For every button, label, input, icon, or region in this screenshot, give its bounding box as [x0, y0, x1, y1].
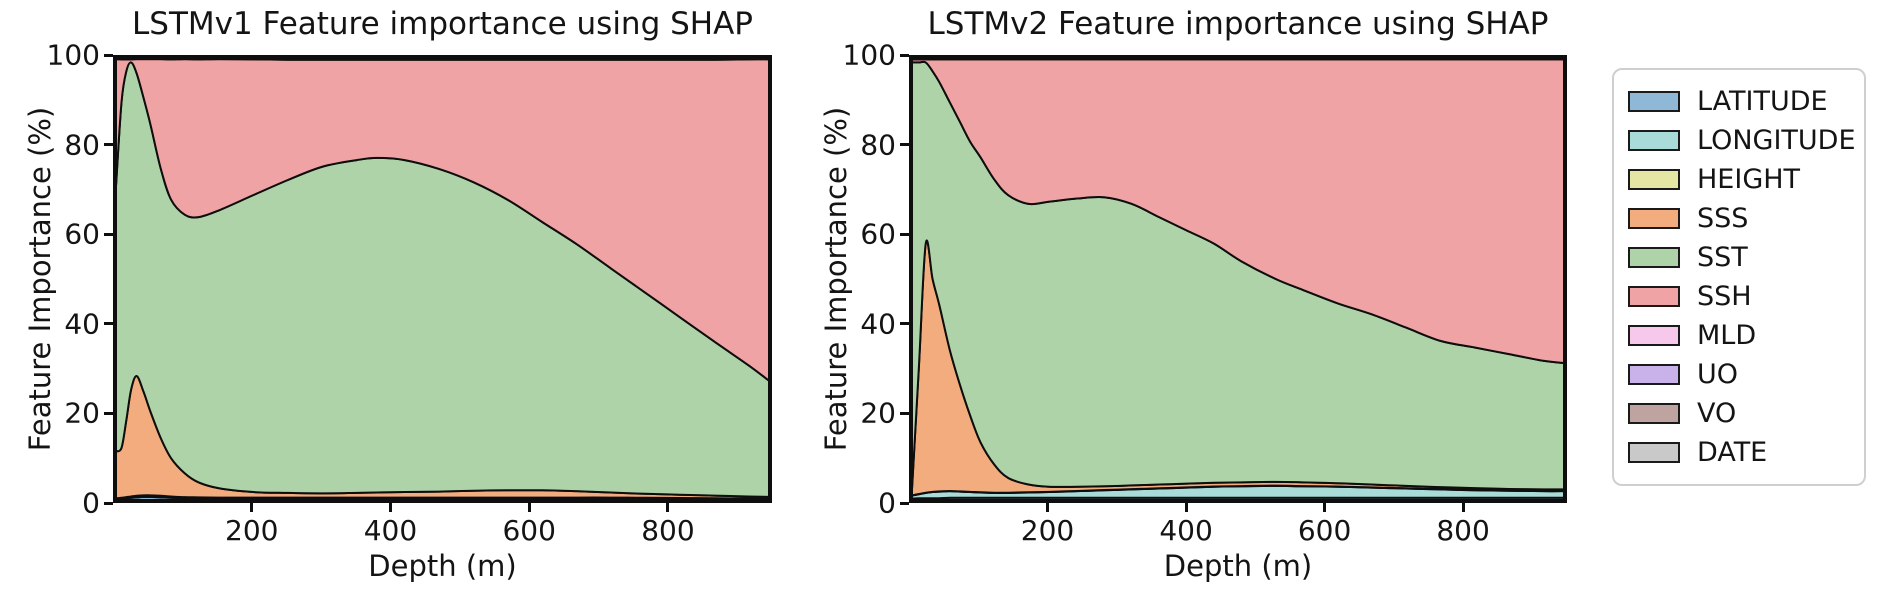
- x-tick-mark: [388, 503, 392, 512]
- y-tick-label: 100: [46, 38, 100, 72]
- lstmv1-stacked-area-chart: [116, 58, 769, 500]
- y-tick-mark: [104, 501, 113, 505]
- x-tick-label: 400: [1159, 514, 1213, 547]
- legend-item-height: HEIGHT: [1628, 164, 1850, 195]
- y-tick-label: 20: [860, 396, 896, 430]
- legend-label-latitude: LATITUDE: [1697, 86, 1828, 117]
- x-tick-mark: [1461, 503, 1465, 512]
- legend-item-vo: VO: [1628, 398, 1850, 429]
- x-tick-mark: [527, 503, 531, 512]
- legend-swatch-height: [1628, 169, 1680, 190]
- y-tick-label: 0: [82, 486, 100, 520]
- y-tick-mark: [104, 143, 113, 147]
- legend-swatch-ssh: [1628, 286, 1680, 307]
- x-tick-label: 400: [363, 514, 418, 547]
- lstmv1-x-axis-label: Depth (m): [368, 549, 517, 583]
- y-tick-mark: [900, 501, 909, 505]
- legend-item-date: DATE: [1628, 437, 1850, 468]
- legend-label-sss: SSS: [1697, 203, 1749, 234]
- x-tick-label: 600: [502, 514, 556, 547]
- x-tick-label: 200: [225, 514, 279, 547]
- legend-swatch-vo: [1628, 403, 1680, 424]
- y-tick-mark: [104, 53, 113, 57]
- legend-label-vo: VO: [1697, 398, 1737, 429]
- lstmv2-stacked-area-chart: [912, 58, 1564, 500]
- lstmv2-x-axis-label: Depth (m): [1163, 549, 1313, 583]
- y-tick-mark: [900, 232, 909, 236]
- legend-item-longitude: LONGITUDE: [1628, 125, 1856, 156]
- y-tick-label: 100: [842, 38, 896, 72]
- legend-item-uo: UO: [1628, 359, 1850, 390]
- y-tick-mark: [900, 143, 909, 147]
- legend-label-longitude: LONGITUDE: [1697, 125, 1856, 156]
- legend-label-date: DATE: [1697, 437, 1768, 468]
- legend-item-ssh: SSH: [1628, 281, 1850, 312]
- y-tick-label: 80: [860, 128, 896, 162]
- legend-item-latitude: LATITUDE: [1628, 86, 1850, 117]
- lstmv1-title: LSTMv1 Feature importance using SHAP: [132, 6, 753, 42]
- lstmv1-plot-area: [113, 55, 772, 503]
- y-tick-label: 40: [860, 307, 896, 341]
- legend-swatch-sst: [1628, 247, 1680, 268]
- y-tick-mark: [900, 411, 909, 415]
- area-date: [116, 58, 769, 59]
- legend: LATITUDE LONGITUDE HEIGHT SSS SST SSH ML…: [1612, 68, 1866, 486]
- y-tick-label: 0: [878, 486, 896, 520]
- x-tick-mark: [666, 503, 670, 512]
- legend-swatch-date: [1628, 442, 1680, 463]
- x-tick-mark: [1184, 503, 1188, 512]
- lstmv2-title: LSTMv2 Feature importance using SHAP: [927, 6, 1549, 42]
- legend-swatch-uo: [1628, 364, 1680, 385]
- legend-label-mld: MLD: [1697, 320, 1757, 351]
- lstmv2-plot-area: [909, 55, 1567, 503]
- legend-label-sst: SST: [1697, 242, 1748, 273]
- x-tick-mark: [250, 503, 254, 512]
- legend-swatch-sss: [1628, 208, 1680, 229]
- legend-item-mld: MLD: [1628, 320, 1850, 351]
- y-tick-label: 40: [64, 307, 100, 341]
- x-tick-mark: [1046, 503, 1050, 512]
- y-tick-mark: [900, 322, 909, 326]
- x-tick-label: 200: [1020, 514, 1075, 547]
- legend-item-sss: SSS: [1628, 203, 1850, 234]
- y-tick-mark: [900, 53, 909, 57]
- x-tick-label: 600: [1297, 514, 1352, 547]
- legend-swatch-longitude: [1628, 130, 1680, 151]
- y-tick-label: 20: [64, 396, 100, 430]
- y-tick-label: 80: [64, 128, 100, 162]
- legend-swatch-latitude: [1628, 91, 1680, 112]
- y-tick-label: 60: [860, 217, 896, 251]
- y-tick-mark: [104, 232, 113, 236]
- legend-label-ssh: SSH: [1697, 281, 1752, 312]
- legend-swatch-mld: [1628, 325, 1680, 346]
- x-tick-label: 800: [1436, 514, 1490, 547]
- legend-label-uo: UO: [1697, 359, 1739, 390]
- legend-label-height: HEIGHT: [1697, 164, 1801, 195]
- y-tick-label: 60: [64, 217, 100, 251]
- y-tick-mark: [104, 322, 113, 326]
- x-tick-label: 800: [641, 514, 695, 547]
- x-tick-mark: [1323, 503, 1327, 512]
- legend-item-sst: SST: [1628, 242, 1850, 273]
- y-tick-mark: [104, 411, 113, 415]
